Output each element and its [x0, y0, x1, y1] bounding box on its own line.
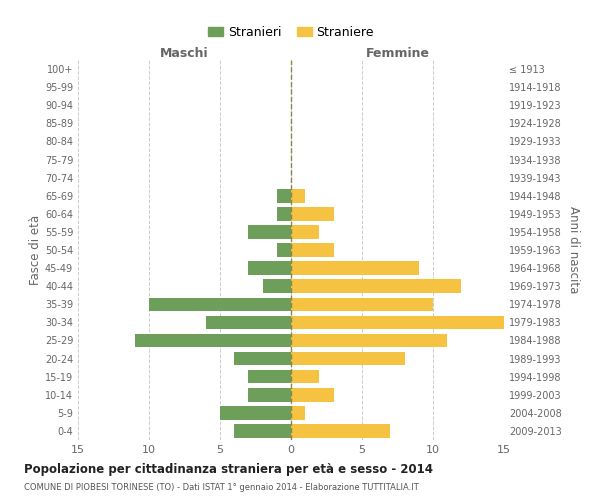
Bar — [291, 225, 319, 238]
Bar — [248, 225, 291, 238]
Bar — [248, 388, 291, 402]
Text: COMUNE DI PIOBESI TORINESE (TO) - Dati ISTAT 1° gennaio 2014 - Elaborazione TUTT: COMUNE DI PIOBESI TORINESE (TO) - Dati I… — [24, 482, 419, 492]
Bar — [248, 370, 291, 384]
Text: Popolazione per cittadinanza straniera per età e sesso - 2014: Popolazione per cittadinanza straniera p… — [24, 462, 433, 475]
Bar — [291, 352, 404, 366]
Bar — [149, 298, 291, 311]
Bar — [291, 388, 334, 402]
Bar — [291, 334, 447, 347]
Bar — [220, 406, 291, 419]
Text: Maschi: Maschi — [160, 47, 209, 60]
Bar — [206, 316, 291, 329]
Bar — [291, 280, 461, 293]
Bar — [291, 243, 334, 257]
Bar — [291, 316, 504, 329]
Bar — [263, 280, 291, 293]
Bar — [277, 189, 291, 202]
Bar — [291, 189, 305, 202]
Y-axis label: Fasce di età: Fasce di età — [29, 215, 42, 285]
Bar — [291, 370, 319, 384]
Y-axis label: Anni di nascita: Anni di nascita — [567, 206, 580, 294]
Bar — [291, 262, 419, 275]
Bar — [291, 207, 334, 220]
Bar — [234, 352, 291, 366]
Bar — [234, 424, 291, 438]
Legend: Stranieri, Straniere: Stranieri, Straniere — [203, 20, 379, 44]
Bar — [291, 406, 305, 419]
Bar — [277, 207, 291, 220]
Text: Femmine: Femmine — [365, 47, 430, 60]
Bar — [135, 334, 291, 347]
Bar — [277, 243, 291, 257]
Bar — [291, 298, 433, 311]
Bar — [291, 424, 391, 438]
Bar — [248, 262, 291, 275]
